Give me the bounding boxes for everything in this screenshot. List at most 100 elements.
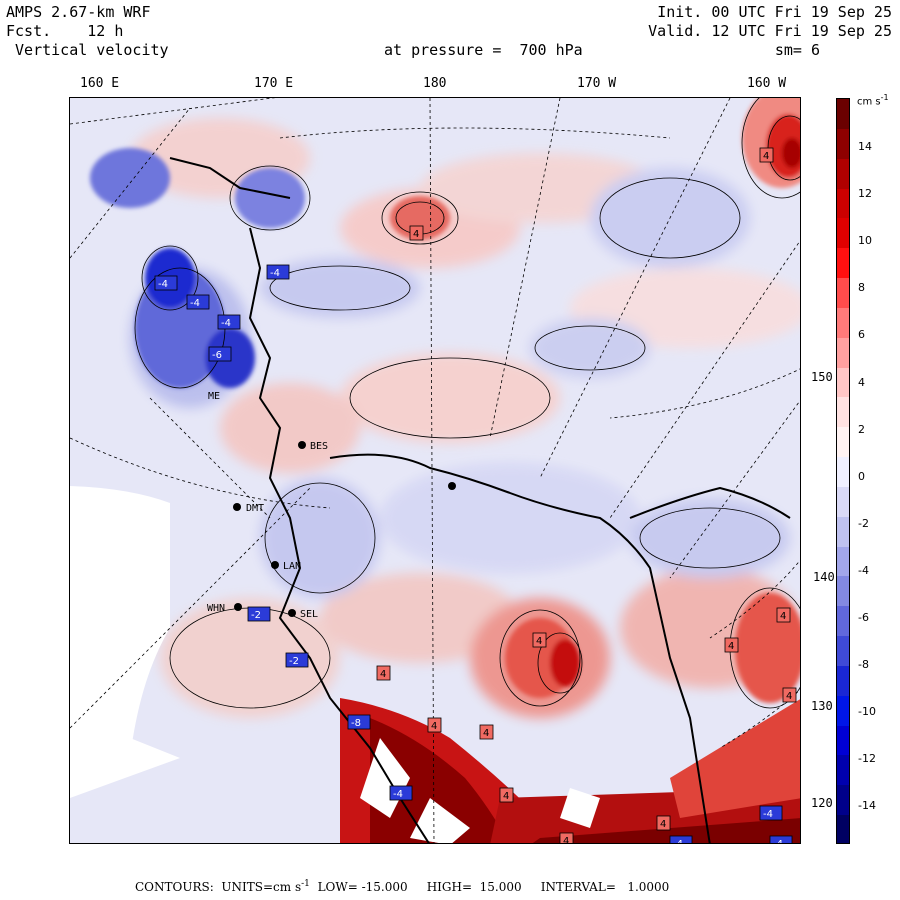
svg-text:4: 4 — [563, 836, 569, 844]
colorbar-cell — [837, 397, 849, 429]
svg-text:4: 4 — [780, 611, 786, 622]
contour-value-box: -4 — [759, 805, 783, 821]
colorbar-tick-label: 2 — [858, 422, 865, 436]
colorbar-tick-label: 0 — [858, 469, 865, 483]
svg-text:-4: -4 — [763, 809, 773, 820]
svg-text:-4: -4 — [221, 318, 231, 329]
colorbar-tick-label: 10 — [858, 234, 872, 248]
contour-value-box: -4 — [217, 314, 241, 330]
field-name: Vertical velocity — [15, 41, 169, 59]
forecast-hours: 12 h — [87, 22, 124, 40]
svg-text:4: 4 — [413, 229, 419, 240]
valid-time: Valid. 12 UTC Fri 19 Sep 25 — [648, 22, 892, 40]
footer-low: LOW= -15.000 — [317, 880, 408, 894]
svg-text:4: 4 — [380, 669, 386, 680]
contour-value-box: 4 — [776, 607, 791, 623]
svg-text:-2: -2 — [289, 656, 299, 667]
lon-label-170w: 170 W — [577, 76, 617, 91]
vertical-velocity-map: BES DMT LAN WHN SEL ME 4 4 4 4 4 4 4 4 4 4 4 4 -4 -4 -… — [70, 98, 800, 844]
contour-value-box: -4 — [389, 785, 413, 801]
contour-lines — [134, 98, 800, 709]
svg-text:4: 4 — [763, 151, 769, 162]
colorbar-tick-label: 8 — [858, 281, 865, 295]
coastline — [169, 157, 791, 843]
svg-text:4: 4 — [536, 636, 542, 647]
colorbar-cell — [837, 636, 849, 667]
colorbar-cell — [837, 188, 849, 220]
contour-value-box: -4 — [186, 294, 210, 310]
colorbar-cell — [837, 815, 849, 843]
header-left: AMPS 2.67-km WRF Fcst. 12 h Vertical vel… — [6, 3, 169, 60]
colorbar-cell — [837, 99, 849, 130]
stations: BES DMT LAN WHN SEL ME — [207, 391, 456, 620]
station-dot-lan — [271, 561, 279, 569]
colorbar — [836, 98, 850, 844]
contour-value-box: -4 — [669, 835, 693, 843]
footer-high: HIGH= 15.000 — [426, 880, 522, 894]
init-time: Init. 00 UTC Fri 19 Sep 25 — [657, 3, 892, 21]
colorbar-cell — [837, 218, 849, 250]
colorbar-cell — [837, 785, 849, 817]
colorbar-cell — [837, 337, 849, 369]
pressure-level: at pressure = 700 hPa — [384, 41, 583, 59]
contour-value-box: -4 — [154, 275, 178, 291]
lon-label-180: 180 — [423, 76, 447, 91]
colorbar-cell — [837, 158, 849, 190]
svg-text:-4: -4 — [773, 839, 783, 844]
svg-text:4: 4 — [483, 728, 489, 739]
footer-interval: INTERVAL= 1.0000 — [540, 880, 670, 894]
contour-value-box: 4 — [759, 147, 774, 163]
colorbar-tick-label: -4 — [858, 563, 869, 577]
station-dot-east — [448, 482, 456, 490]
contour-value-box: 4 — [376, 665, 391, 681]
colorbar-cell — [837, 278, 849, 309]
colorbar-units: cm s-1 — [857, 93, 889, 108]
station-dot-whn — [234, 603, 242, 611]
header-right: Init. 00 UTC Fri 19 Sep 25 Valid. 12 UTC… — [648, 3, 892, 41]
footer-units: UNITS=cm s-1 — [221, 879, 310, 894]
colorbar-tick-label: -2 — [858, 516, 869, 530]
map-panel: BES DMT LAN WHN SEL ME 4 4 4 4 4 4 4 4 4 4 4 4 -4 -4 -… — [69, 97, 801, 844]
contour-value-box: 4 — [409, 225, 424, 241]
colorbar-tick-label: -8 — [858, 658, 869, 672]
graticule — [70, 98, 800, 843]
station-label-me: ME — [208, 391, 220, 402]
station-label-sel: SEL — [300, 609, 318, 620]
contour-value-box: -2 — [247, 606, 271, 622]
svg-text:4: 4 — [786, 691, 792, 702]
smoothing-value: sm= 6 — [774, 41, 820, 59]
contour-value-box: 4 — [656, 815, 671, 831]
colorbar-cell — [837, 665, 849, 697]
colorbar-tick-label: -14 — [858, 799, 876, 813]
colorbar-cell — [837, 457, 849, 488]
contour-value-box: 4 — [427, 717, 442, 733]
colorbar-tick-label: -10 — [858, 705, 876, 719]
svg-text:-4: -4 — [190, 298, 200, 309]
colorbar-cell — [837, 427, 849, 459]
model-name: AMPS 2.67-km WRF — [6, 3, 151, 21]
contour-value-box: -2 — [285, 652, 309, 668]
colorbar-tick-label: 4 — [858, 375, 865, 389]
colorbar-cell — [837, 307, 849, 339]
colorbar-tick-label: -6 — [858, 611, 869, 624]
colorbar-cell — [837, 576, 849, 608]
colorbar-cell — [837, 516, 849, 548]
contour-value-box: 4 — [499, 787, 514, 803]
station-dot-sel — [288, 609, 296, 617]
contour-value-box: 4 — [559, 832, 574, 844]
colorbar-tick-label: 12 — [858, 187, 872, 201]
svg-text:-6: -6 — [212, 350, 222, 361]
contour-value-box: 4 — [724, 637, 739, 653]
lon-label-160e: 160 E — [80, 76, 120, 91]
station-dot-bes — [298, 441, 306, 449]
svg-text:-2: -2 — [251, 610, 261, 621]
colorbar-cell — [837, 367, 849, 399]
station-label-lan: LAN — [283, 561, 301, 572]
station-label-bes: BES — [310, 441, 328, 452]
coastal-band — [340, 698, 800, 843]
contour-value-box: 4 — [532, 632, 547, 648]
svg-text:-8: -8 — [351, 718, 361, 729]
lon-label-170e: 170 E — [254, 76, 294, 91]
colorbar-cell — [837, 546, 849, 578]
svg-text:-4: -4 — [393, 789, 403, 800]
